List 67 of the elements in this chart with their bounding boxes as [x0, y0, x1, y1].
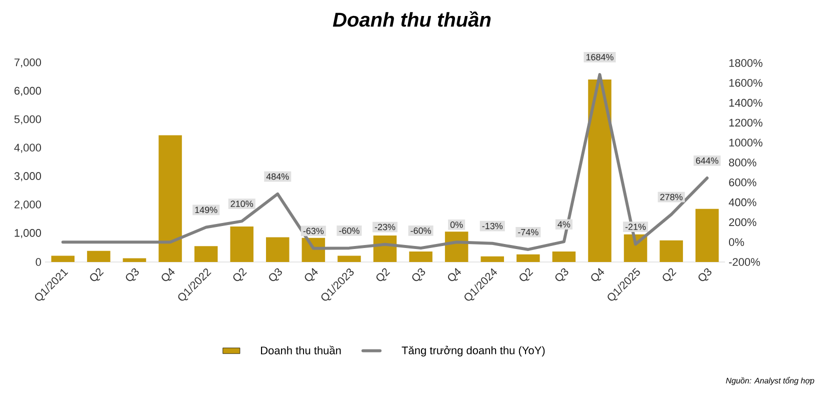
data-label: 1684%	[586, 54, 614, 60]
x-tick-label: Q3	[698, 268, 712, 282]
bar	[409, 251, 432, 262]
y-tick-label: 4,000	[14, 144, 42, 153]
x-tick-label: Q3	[555, 268, 568, 282]
y-tick-label: 5,000	[14, 115, 42, 124]
data-label: -21%	[625, 224, 646, 230]
bar	[588, 79, 612, 262]
y-tick-label: 7,000	[14, 58, 42, 68]
bar	[122, 258, 146, 262]
bar	[87, 250, 110, 262]
legend-label: Tăng trưởng doanh thu (YoY)	[402, 346, 545, 356]
y2-tick-label: 600%	[729, 178, 756, 186]
bar	[516, 254, 540, 262]
x-tick-label: Q4	[162, 268, 175, 282]
data-label: -74%	[518, 228, 538, 236]
data-label: -60%	[410, 227, 431, 234]
y-tick-label: 0	[36, 258, 42, 266]
y-tick-label: 2,000	[14, 200, 42, 210]
data-label: 484%	[266, 173, 289, 180]
bar	[660, 240, 683, 262]
y2-tick-label: 400%	[728, 198, 756, 206]
x-tick-label: Q2	[90, 268, 104, 282]
bar	[695, 208, 719, 262]
x-tick-label: Q3	[412, 268, 426, 282]
chart-title: Doanh thu thuần	[332, 11, 491, 27]
legend-label: Doanh thu thuần	[261, 346, 341, 354]
data-label: -60%	[339, 227, 360, 234]
x-tick-label: Q2	[520, 268, 534, 282]
x-tick-label: Q2	[662, 268, 676, 282]
text: Nguồn: Analyst tổng hợp	[726, 376, 814, 386]
y2-tick-label: 1400%	[729, 98, 762, 107]
x-tick-label: Q4	[304, 268, 318, 282]
data-label: 0%	[450, 222, 463, 228]
y2-tick-label: 800%	[729, 158, 756, 166]
x-tick-label: Q4	[448, 268, 462, 282]
x-tick-label: Q3	[126, 268, 139, 282]
data-label: -13%	[482, 222, 503, 230]
data-label: 210%	[230, 200, 254, 208]
y2-tick-label: -200%	[729, 258, 760, 266]
data-label: 278%	[660, 194, 683, 200]
data-label: 149%	[195, 206, 218, 214]
y-tick-label: 6,000	[14, 86, 42, 96]
x-tick-label: Q3	[269, 268, 282, 282]
y-tick-label: 1,000	[14, 229, 42, 238]
x-tick-label: Q2	[233, 268, 247, 282]
x-tick-label: Q4	[591, 268, 604, 282]
y2-tick-label: 1200%	[729, 118, 762, 127]
bar	[158, 135, 182, 262]
bar	[51, 256, 75, 262]
y2-tick-label: 0%	[728, 238, 744, 246]
x-tick-label: Q2	[376, 268, 390, 282]
bar	[480, 256, 504, 262]
bar	[552, 251, 576, 262]
y2-tick-label: 1600%	[729, 79, 762, 87]
bar	[230, 226, 254, 262]
bar	[194, 246, 218, 262]
bar	[338, 256, 361, 262]
y2-tick-label: 1000%	[729, 138, 762, 146]
data-label: -63%	[303, 228, 324, 234]
data-label: 644%	[696, 157, 718, 164]
bar	[266, 237, 290, 262]
y2-tick-label: 1800%	[729, 59, 762, 67]
y2-tick-label: 200%	[729, 218, 756, 226]
y-tick-label: 3,000	[14, 172, 42, 182]
data-label: -23%	[374, 224, 396, 230]
data-label: 4%	[558, 221, 570, 228]
